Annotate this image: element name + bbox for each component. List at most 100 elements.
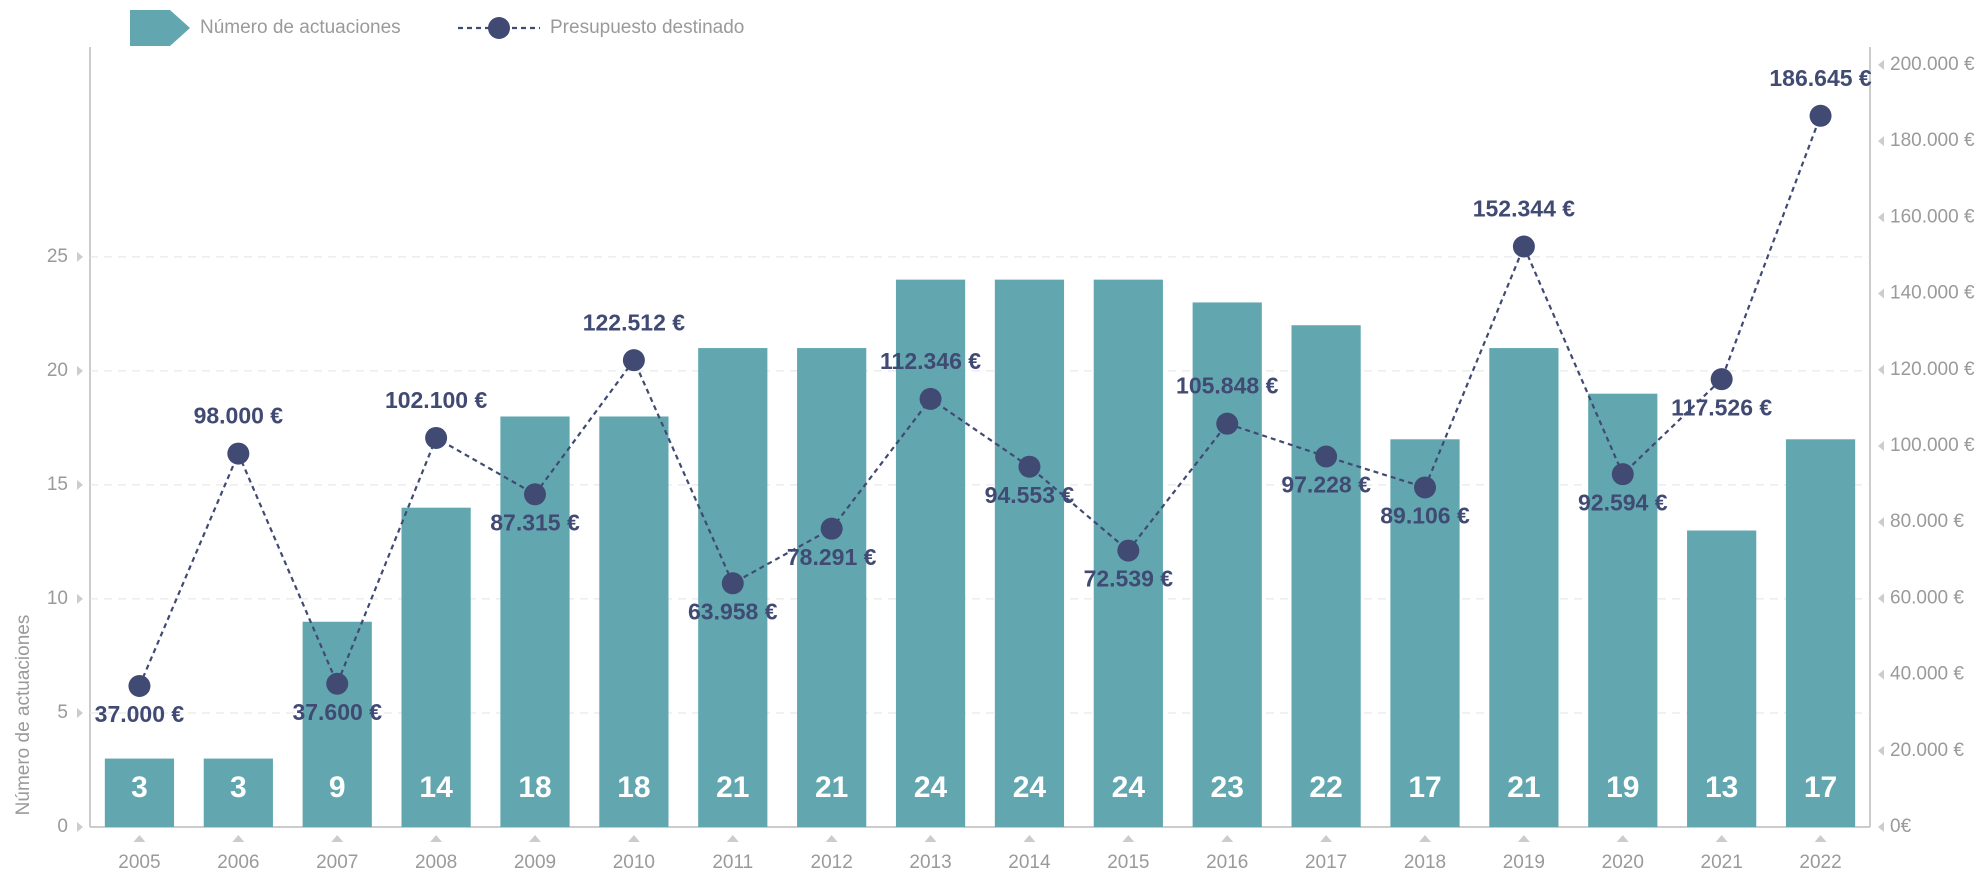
bar bbox=[1785, 439, 1856, 827]
point-label: 37.000 € bbox=[95, 701, 185, 727]
x-tick-mark bbox=[1616, 835, 1629, 842]
y-tick-mark bbox=[77, 822, 83, 832]
bar bbox=[203, 758, 273, 827]
bar bbox=[1588, 393, 1658, 827]
line bbox=[138, 115, 1822, 687]
x-tick-mark bbox=[1320, 835, 1333, 842]
point-label: 186.645 € bbox=[1769, 65, 1872, 91]
point bbox=[425, 426, 448, 449]
x-tick-label: 2017 bbox=[1305, 852, 1347, 873]
bar bbox=[401, 507, 471, 827]
point-label: 63.958 € bbox=[688, 598, 778, 624]
x-tick-mark bbox=[1517, 835, 1530, 842]
y2-tick-label: 200.000 € bbox=[1890, 54, 1975, 75]
point bbox=[1611, 463, 1634, 486]
point bbox=[1117, 539, 1140, 562]
x-tick-mark bbox=[726, 835, 739, 842]
point-label: 98.000 € bbox=[194, 403, 284, 429]
x-tick-mark bbox=[1814, 835, 1827, 842]
y2-tick-label: 120.000 € bbox=[1890, 359, 1975, 380]
point bbox=[524, 483, 546, 506]
bar bbox=[797, 348, 867, 827]
bar-label: 3 bbox=[131, 771, 148, 804]
x-tick-label: 2010 bbox=[613, 852, 655, 873]
y2-tick-mark bbox=[1878, 288, 1884, 299]
point-label: 92.594 € bbox=[1578, 489, 1668, 515]
y-tick-label: 25 bbox=[47, 246, 68, 267]
x-tick-label: 2013 bbox=[909, 852, 951, 873]
bar-label: 21 bbox=[815, 771, 848, 804]
bar-label: 21 bbox=[716, 771, 749, 804]
y2-tick-mark bbox=[1878, 593, 1884, 604]
y2-tick-mark bbox=[1878, 745, 1884, 756]
bar-label: 24 bbox=[914, 771, 948, 804]
x-tick-mark bbox=[1419, 835, 1431, 842]
y2-tick-label: 80.000 € bbox=[1890, 511, 1964, 532]
bar bbox=[1291, 325, 1361, 827]
point-label: 102.100 € bbox=[385, 387, 488, 413]
point bbox=[820, 517, 843, 540]
x-tick-label: 2006 bbox=[217, 852, 259, 873]
y2-tick-label: 40.000 € bbox=[1890, 664, 1964, 685]
point-label: 97.228 € bbox=[1281, 472, 1371, 498]
bar-label: 17 bbox=[1408, 771, 1441, 804]
point bbox=[1710, 368, 1733, 391]
x-tick-mark bbox=[1221, 835, 1234, 842]
point-label: 94.553 € bbox=[985, 482, 1075, 508]
x-tick-mark bbox=[430, 835, 443, 842]
bar bbox=[104, 758, 175, 827]
x-tick-label: 2019 bbox=[1503, 852, 1545, 873]
y2-tick-mark bbox=[1878, 440, 1884, 451]
bar-label: 22 bbox=[1309, 771, 1342, 804]
point bbox=[227, 442, 250, 465]
point-label: 37.600 € bbox=[292, 699, 382, 725]
point bbox=[1216, 412, 1239, 435]
point bbox=[326, 672, 349, 695]
point bbox=[1018, 455, 1041, 478]
bar-label: 18 bbox=[617, 771, 650, 804]
y2-tick-label: 180.000 € bbox=[1890, 130, 1975, 151]
y-tick-mark bbox=[77, 365, 83, 376]
x-tick-label: 2021 bbox=[1701, 852, 1743, 873]
y2-tick-label: 20.000 € bbox=[1890, 740, 1964, 761]
x-tick-label: 2007 bbox=[316, 852, 358, 873]
bar bbox=[500, 416, 570, 827]
x-tick-mark bbox=[825, 835, 838, 842]
x-tick-label: 2020 bbox=[1602, 852, 1644, 873]
bar bbox=[994, 279, 1065, 827]
y-tick-mark bbox=[77, 479, 83, 490]
x-tick-mark bbox=[232, 835, 245, 842]
bar bbox=[1687, 530, 1757, 827]
bar-label: 21 bbox=[1507, 771, 1540, 804]
point bbox=[1512, 235, 1535, 258]
y2-tick-mark bbox=[1878, 364, 1884, 375]
bar-label: 24 bbox=[1013, 771, 1047, 804]
x-tick-label: 2012 bbox=[811, 852, 853, 873]
x-tick-mark bbox=[133, 835, 146, 842]
point-label: 117.526 € bbox=[1671, 394, 1772, 420]
y2-tick-mark bbox=[1878, 136, 1884, 147]
bar-label: 3 bbox=[230, 771, 247, 804]
point-label: 87.315 € bbox=[490, 509, 580, 535]
x-tick-label: 2015 bbox=[1107, 852, 1149, 873]
x-tick-mark bbox=[1715, 835, 1728, 842]
y2-tick-label: 0€ bbox=[1890, 816, 1912, 837]
point-label: 112.346 € bbox=[880, 348, 981, 374]
x-tick-label: 2018 bbox=[1404, 852, 1446, 873]
y-tick-label: 10 bbox=[47, 588, 68, 609]
bar-label: 19 bbox=[1606, 771, 1639, 804]
y2-tick-mark bbox=[1878, 822, 1884, 832]
y2-tick-label: 100.000 € bbox=[1890, 435, 1975, 456]
x-tick-label: 2005 bbox=[118, 852, 160, 873]
point bbox=[919, 387, 942, 410]
bar-label: 14 bbox=[419, 771, 453, 804]
x-tick-mark bbox=[1122, 835, 1135, 842]
y2-tick-mark bbox=[1878, 59, 1884, 70]
x-tick-mark bbox=[1023, 835, 1036, 842]
point-label: 122.512 € bbox=[583, 309, 686, 335]
y-tick-label: 20 bbox=[47, 360, 68, 381]
bar bbox=[302, 621, 372, 827]
y2-tick-label: 60.000 € bbox=[1890, 587, 1964, 608]
